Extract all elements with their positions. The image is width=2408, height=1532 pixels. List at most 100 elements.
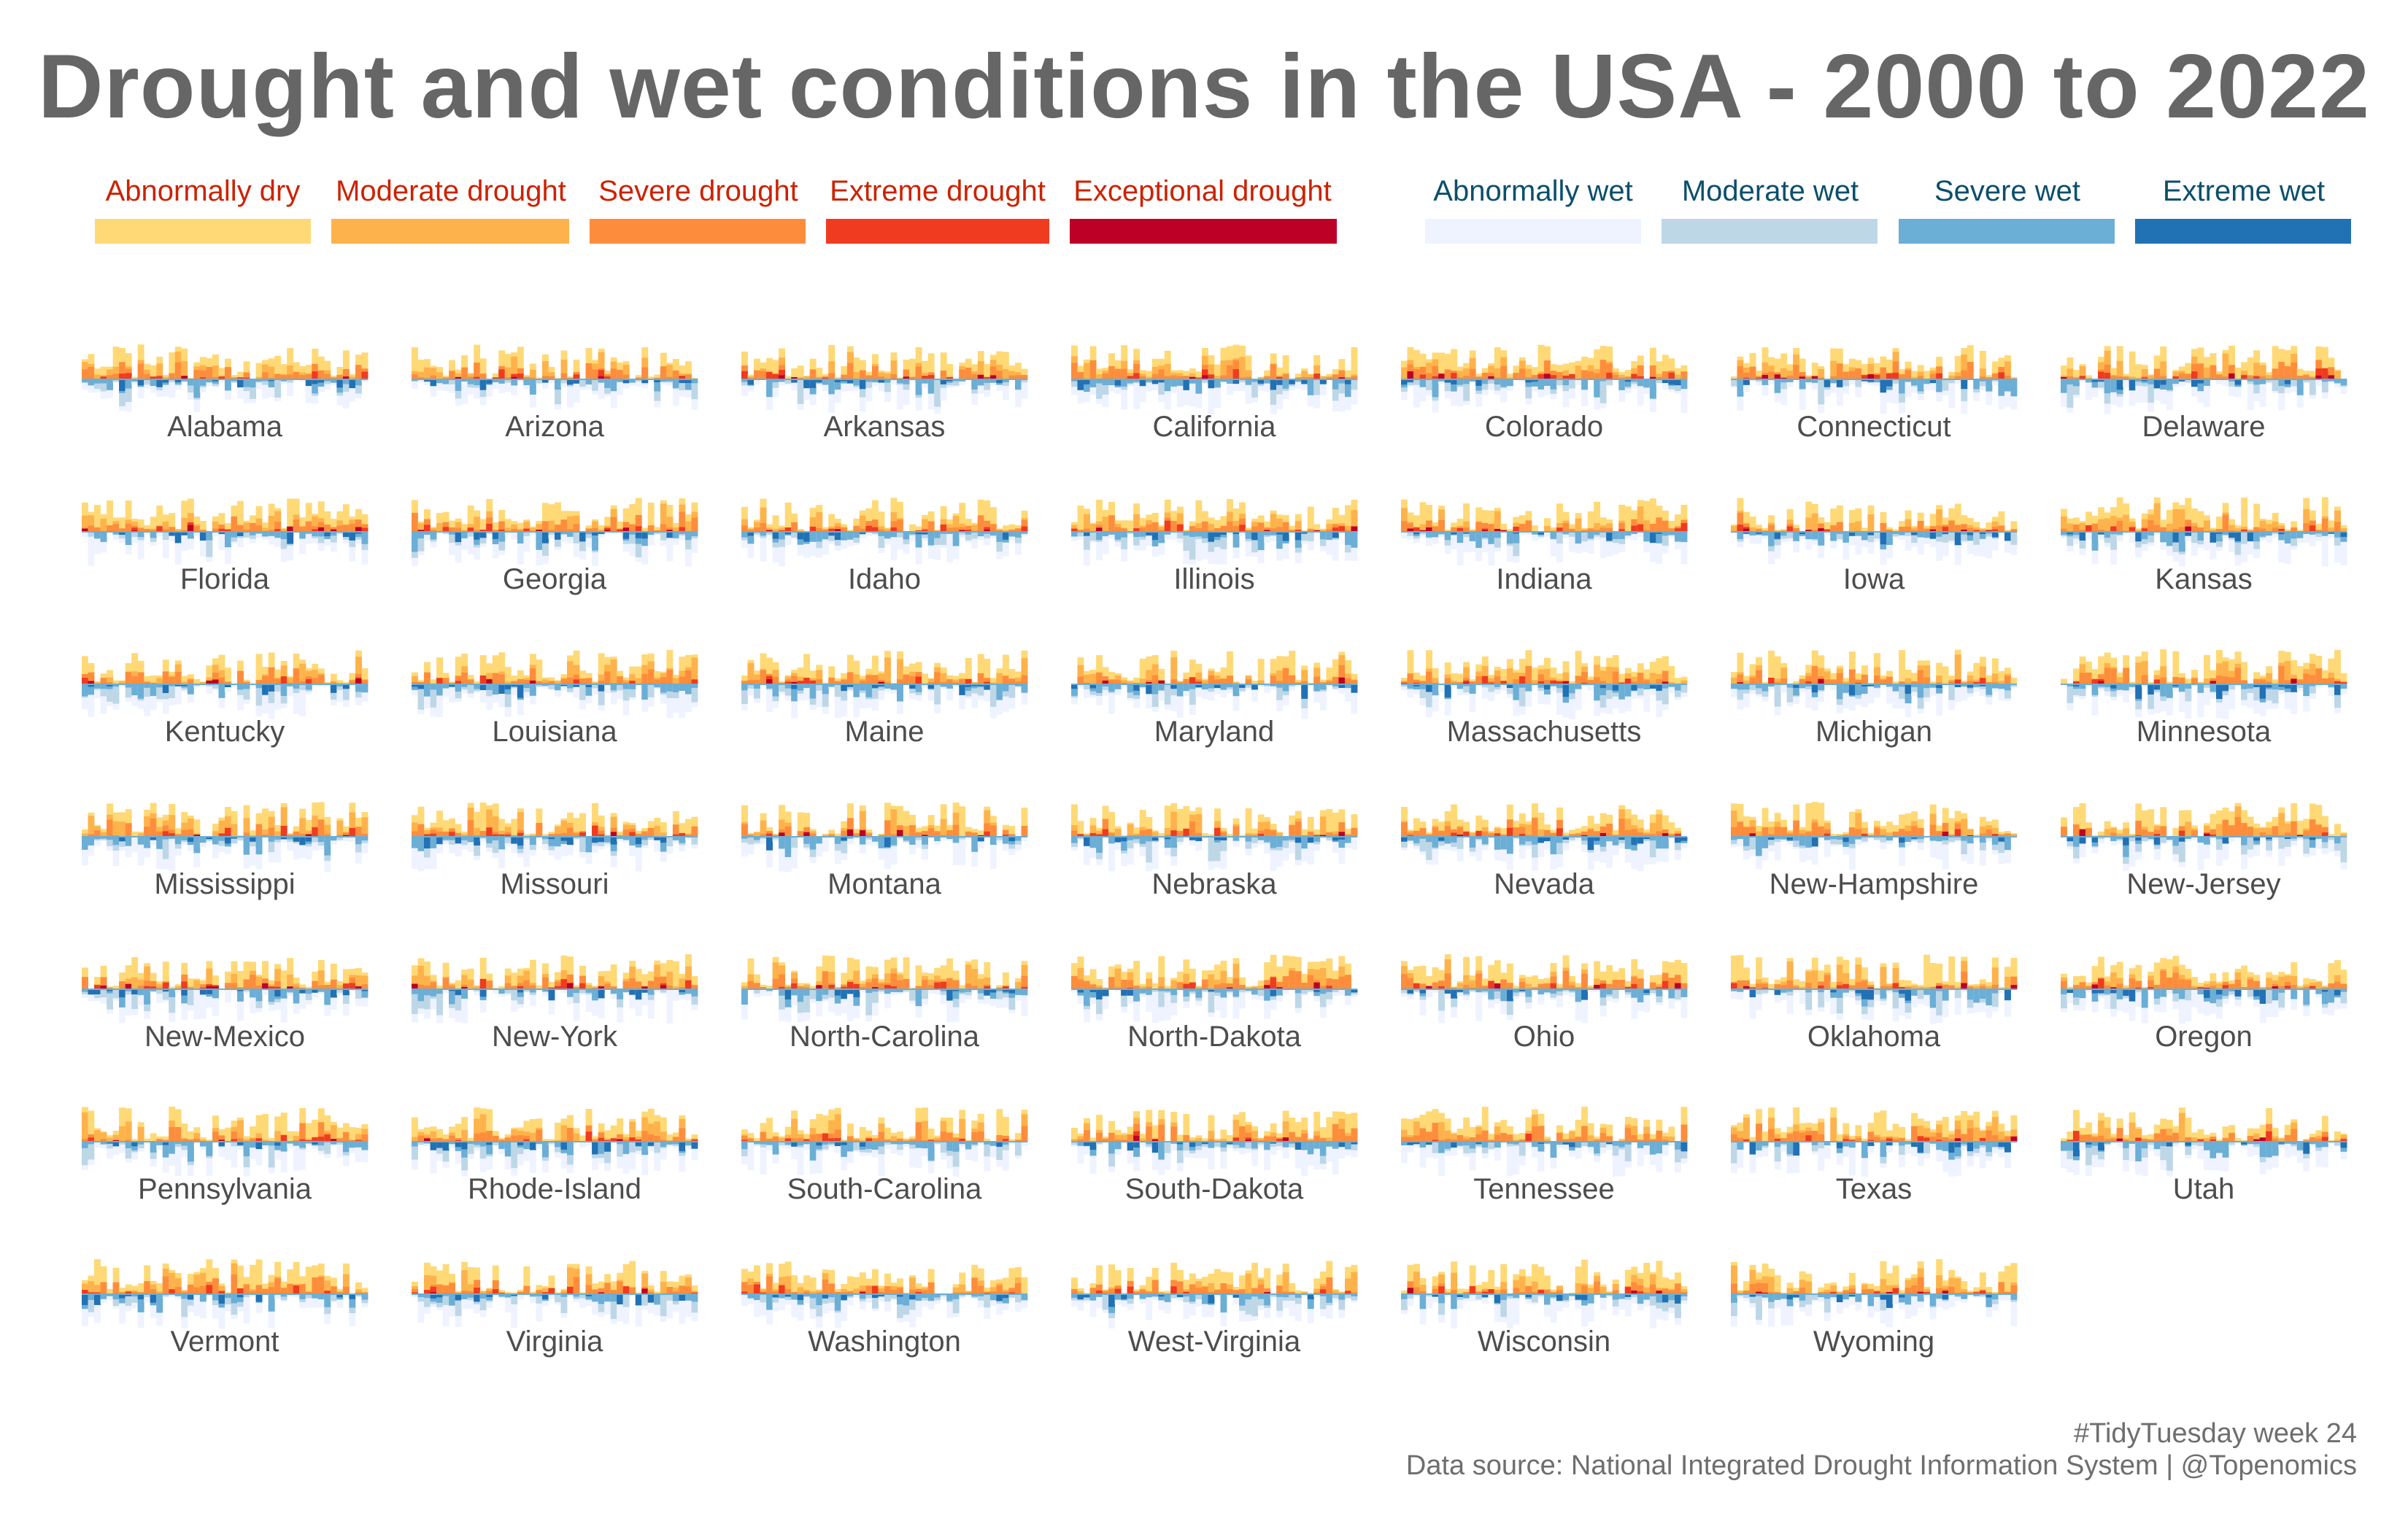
wet-bar [1830,379,1837,393]
wet-bar [859,684,866,691]
drought-bar [1581,530,1588,532]
wet-bar [112,379,120,382]
wet-bar [1419,532,1427,538]
drought-bar [417,523,425,532]
wet-bar [2210,532,2217,543]
drought-bar [1426,671,1432,684]
wet-bar [255,379,263,390]
drought-bar [685,670,692,684]
drought-bar [604,527,611,532]
drought-bar [1544,374,1551,379]
wet-bar [1581,532,1588,552]
wet-bar [1202,532,1208,538]
drought-bar [1631,368,1638,379]
wet-bar [1220,532,1227,549]
drought-bar [884,374,891,379]
drought-bar [1874,363,1880,379]
drought-bar [243,522,250,532]
drought-bar [1276,518,1284,532]
wet-bar [1569,532,1575,537]
drought-bar [1518,515,1526,532]
drought-bar [2222,514,2229,532]
wet-bar [1475,532,1483,548]
drought-bar [2315,375,2323,379]
wet-bar [1239,532,1246,536]
wet-bar [598,379,605,399]
wet-bar [548,532,555,539]
drought-bar [2210,365,2217,379]
drought-bar [218,677,225,684]
wet-bar [2098,379,2104,382]
wet-bar [1319,684,1327,690]
drought-bar [125,671,132,684]
wet-bar [1973,379,1980,390]
drought-bar [592,369,598,379]
drought-bar [1351,526,1358,532]
drought-bar [878,511,885,532]
drought-bar [1594,523,1601,532]
wet-bar [573,532,580,543]
drought-bar [262,364,269,379]
wet-bar [1556,379,1563,385]
drought-bar [1021,675,1028,684]
wet-bar [1021,684,1028,693]
wet-bar [1164,379,1171,392]
wet-bar [1413,532,1420,535]
wet-bar [747,532,755,536]
wet-bar [2272,379,2279,392]
drought-bar [1245,679,1252,684]
wet-bar [1276,379,1284,395]
drought-bar [791,368,798,379]
wet-bar [1905,379,1912,382]
drought-bar [1631,519,1638,532]
drought-bar [1195,523,1203,532]
wet-bar [523,532,530,552]
drought-bar [1675,678,1681,684]
drought-bar [1637,524,1644,532]
wet-bar [2247,532,2254,541]
wet-bar [2234,532,2242,541]
drought-bar [1737,365,1744,379]
drought-bar [324,374,331,379]
wet-bar [754,532,760,535]
drought-bar [1294,521,1302,532]
wet-bar [174,532,182,543]
wet-bar [598,684,605,692]
drought-bar [225,523,231,532]
wet-legend-swatch-3 [2135,219,2351,244]
wet-bar [330,684,337,693]
wet-bar [1637,532,1644,538]
drought-bar [2309,525,2316,532]
drought-bar [1451,373,1458,379]
panel-louisiana: Louisiana [412,649,698,748]
drought-bar [131,376,139,379]
wet-bar [952,532,960,546]
wet-bar [1892,379,1899,404]
wet-bar [287,379,294,383]
wet-bar [1662,379,1669,383]
wet-bar [1121,379,1128,387]
drought-bar [1488,373,1495,379]
drought-bar [1743,372,1750,379]
drought-bar [2296,368,2304,379]
wet-bar [1761,379,1769,385]
wet-bar [1811,379,1818,383]
drought-bar [542,376,549,379]
drought-bar [672,370,679,379]
wet-bar [555,379,561,390]
drought-bar [927,521,935,532]
drought-bar [361,371,368,379]
wet-bar [280,379,288,384]
drought-bar [1426,527,1432,532]
drought-bar [1649,498,1656,532]
wet-bar [754,532,760,538]
drought-bar [622,508,630,532]
drought-bar [1189,526,1196,532]
wet-bar [1444,379,1451,383]
drought-bar [2104,364,2111,379]
wet-bar [1506,532,1513,562]
drought-bar [1426,373,1432,379]
drought-bar [1313,530,1321,532]
wet-bar [1811,532,1818,539]
drought-bar [1637,506,1644,532]
